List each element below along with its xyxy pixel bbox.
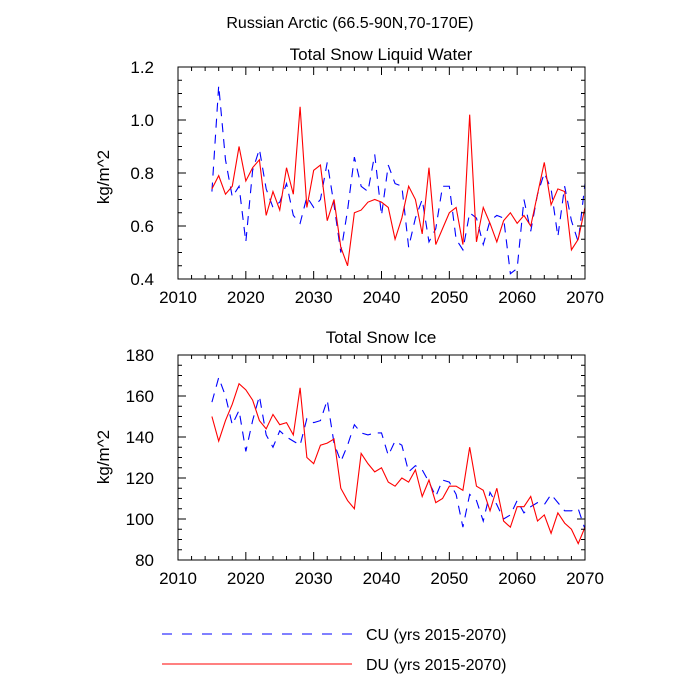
y-tick-label: 0.6	[130, 217, 154, 236]
y-tick-label: 120	[126, 469, 154, 488]
chart-panel-snow-liquid-water: Total Snow Liquid Water kg/m^2 2010 2020 2…	[94, 45, 604, 307]
x-tick-label: 2010	[159, 569, 197, 588]
chart-title: Total Snow Ice	[326, 328, 437, 347]
legend-label-du: DU (yrs 2015-2070)	[366, 657, 507, 674]
x-tick-label: 2070	[566, 288, 604, 307]
y-tick-label: 100	[126, 510, 154, 529]
y-tick-label: 0.8	[130, 164, 154, 183]
chart-panel-snow-ice: Total Snow Ice kg/m^2 2010 2020 2030 2040 20…	[94, 328, 604, 588]
legend-label-cu: CU (yrs 2015-2070)	[366, 627, 507, 644]
y-tick-label: 1.0	[130, 111, 154, 130]
y-tick-label: 140	[126, 428, 154, 447]
y-axis-label: kg/m^2	[94, 430, 113, 484]
x-tick-label: 2050	[430, 288, 468, 307]
x-tick-label: 2010	[159, 288, 197, 307]
series-line-du	[211, 106, 586, 266]
x-tick-label: 2030	[295, 288, 333, 307]
y-tick-label: 180	[126, 346, 154, 365]
x-tick-label: 2020	[227, 569, 265, 588]
plot-area: 2010 2020 2030 2040 2050 2060 2070 80 100 120 140 1…	[126, 346, 604, 588]
series-line-cu	[211, 375, 586, 530]
y-tick-label: 160	[126, 387, 154, 406]
chart-title: Total Snow Liquid Water	[290, 45, 473, 64]
y-axis-label: kg/m^2	[94, 150, 113, 204]
x-tick-label: 2040	[363, 569, 401, 588]
legend: CU (yrs 2015-2070) DU (yrs 2015-2070)	[162, 627, 507, 674]
x-tick-label: 2040	[363, 288, 401, 307]
series-line-du	[211, 382, 586, 545]
plot-area: 2010 2020 2030 2040 2050 2060 2070 0.4 0.6 0.8 1.0…	[130, 58, 604, 307]
series-line-cu	[211, 85, 586, 275]
x-tick-label: 2020	[227, 288, 265, 307]
figure-title: Russian Arctic (66.5-90N,70-170E)	[226, 15, 473, 32]
x-tick-label: 2070	[566, 569, 604, 588]
x-tick-label: 2050	[430, 569, 468, 588]
y-tick-label: 0.4	[130, 270, 154, 289]
y-tick-label: 80	[135, 551, 154, 570]
y-tick-label: 1.2	[130, 58, 154, 77]
x-tick-label: 2060	[498, 288, 536, 307]
x-tick-label: 2060	[498, 569, 536, 588]
x-tick-label: 2030	[295, 569, 333, 588]
